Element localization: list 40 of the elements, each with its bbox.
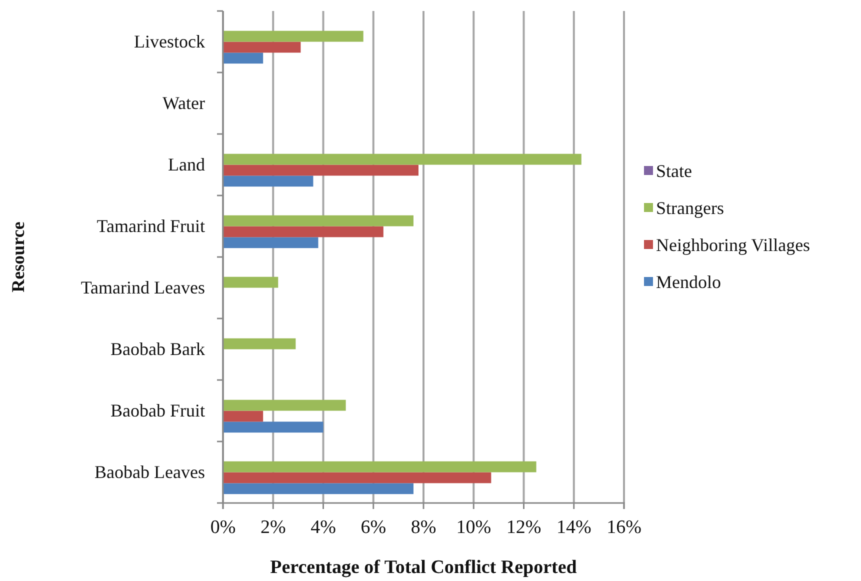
bar [223,30,364,42]
bar [223,410,264,422]
x-tick-label: 0% [210,516,236,538]
bar [223,215,414,226]
y-tick-label: Baobab Fruit [110,400,205,421]
y-tick-label: Baobab Leaves [94,462,205,482]
y-tick-label: Baobab Bark [110,339,205,360]
y-tick-label: Tamarind Fruit [96,216,205,236]
bar [223,226,384,238]
x-tick-label: 14% [556,516,592,538]
bar [223,154,582,165]
bar [223,276,278,288]
bar [223,472,492,484]
x-tick-label: 4% [310,516,336,538]
y-tick-label: Tamarind Leaves [80,278,205,298]
bar [223,400,346,411]
x-tick-label: 12% [506,516,542,538]
legend-label: Mendolo [656,272,721,292]
bar [223,483,414,494]
legend-label: State [656,161,692,181]
legend-label: Neighboring Villages [656,235,810,255]
bar [223,164,418,176]
bar [223,422,324,433]
bar [223,237,318,248]
bar [223,338,296,350]
bar [223,52,264,64]
x-tick-label: 2% [260,516,286,538]
y-tick-label: Livestock [134,32,205,52]
bar [223,461,536,472]
legend-label: Strangers [656,198,724,218]
y-axis-title: Resource [8,222,28,292]
x-tick-label: 6% [360,516,386,538]
x-tick-label: 10% [456,516,492,538]
x-tick-label: 8% [410,516,436,538]
y-tick-label: Land [168,154,205,175]
bar [223,42,301,53]
y-tick-label: Water [162,93,205,114]
x-axis-title: Percentage of Total Conflict Reported [270,557,578,578]
bar [223,176,314,187]
x-tick-label: 16% [606,516,642,538]
